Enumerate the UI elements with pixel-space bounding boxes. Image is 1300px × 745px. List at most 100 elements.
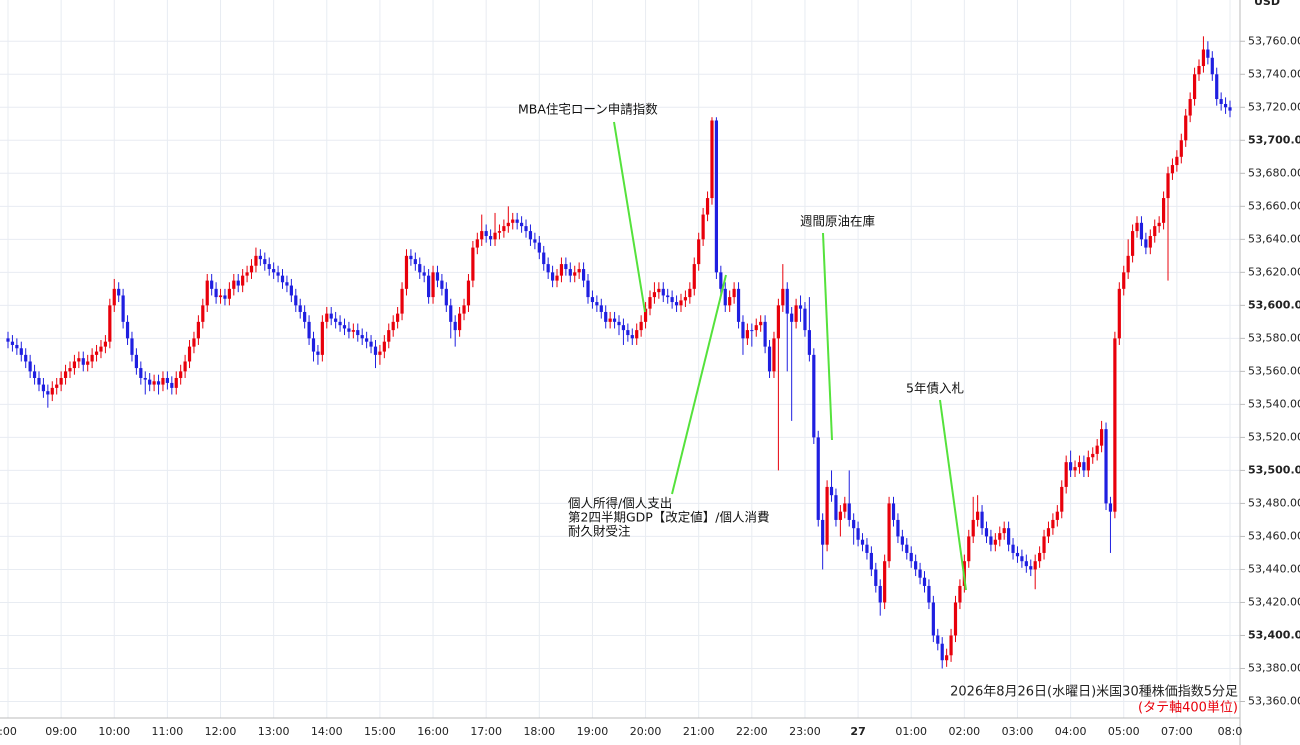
candle-body: [1219, 99, 1223, 104]
candle-body: [1042, 536, 1046, 553]
candle-body: [276, 272, 280, 276]
candle-body: [754, 325, 758, 331]
candle-body: [130, 338, 134, 355]
candle-body: [418, 264, 422, 273]
candle-body: [1038, 552, 1042, 562]
candle-body: [922, 577, 927, 586]
candle-body: [803, 308, 807, 331]
candle-body: [1108, 503, 1113, 512]
candle-body: [728, 297, 732, 306]
x-tick-label: :00: [0, 725, 17, 738]
candle-body: [515, 219, 519, 223]
candle-body: [489, 236, 493, 240]
candle-body: [949, 635, 953, 656]
candle-body: [643, 308, 648, 322]
candle-body: [1122, 272, 1126, 289]
candle-body: [440, 280, 444, 289]
y-tick-label: 53,540.00: [1248, 397, 1300, 410]
candle-body: [701, 214, 705, 240]
candle-body: [914, 561, 918, 570]
candle-body: [41, 384, 46, 392]
x-tick-label: 10:00: [98, 725, 130, 738]
candle-body: [1130, 231, 1135, 256]
candle-body: [834, 495, 838, 520]
candle-body: [940, 643, 944, 661]
y-tick-label: 53,480.00: [1248, 496, 1300, 509]
candle-body: [586, 280, 590, 298]
candle-body: [77, 358, 81, 362]
candle-body: [573, 272, 577, 276]
candle-body: [980, 511, 984, 529]
annotation-line: [822, 232, 833, 441]
candle-body: [143, 377, 147, 380]
x-tick-label: 12:00: [205, 725, 237, 738]
footnote-note: (タテ軸400単位): [1138, 700, 1238, 716]
candle-body: [289, 285, 293, 296]
candle-body: [369, 341, 373, 347]
candle-body: [347, 328, 351, 332]
candle-body: [263, 259, 267, 265]
candle-body: [121, 295, 125, 322]
candle-body: [909, 552, 913, 562]
candle-body: [931, 602, 935, 636]
candle-body: [971, 519, 975, 537]
candle-body: [657, 288, 661, 293]
candle-body: [6, 338, 10, 342]
y-tick-label: 53,380.00: [1248, 661, 1300, 674]
annotation: 週間原油在庫: [800, 214, 875, 229]
candle-body: [449, 305, 453, 322]
candle-body: [139, 368, 143, 378]
candle-body: [86, 361, 90, 365]
candle-body: [1113, 338, 1117, 512]
candle-body: [148, 379, 152, 385]
y-tick-label: 53,660.00: [1248, 199, 1300, 212]
candle-body: [533, 239, 537, 243]
candle-body: [422, 272, 426, 276]
y-tick-label: 53,400.00: [1248, 628, 1300, 641]
candle-body: [1215, 74, 1219, 100]
y-tick-label: 53,600.00: [1248, 298, 1300, 311]
candle-body: [1188, 99, 1192, 116]
candle-body: [475, 239, 479, 248]
candle-body: [1197, 66, 1201, 75]
candle-body: [683, 297, 688, 301]
candle-body: [15, 344, 19, 349]
candle-body: [555, 275, 559, 281]
candle-body: [1082, 462, 1086, 471]
candle-body: [816, 437, 820, 520]
candle-body: [241, 275, 245, 286]
candle-body: [192, 338, 196, 347]
candle-body: [652, 292, 657, 298]
candle-body: [391, 321, 395, 331]
candle-body: [1055, 511, 1059, 520]
candle-body: [564, 264, 568, 270]
candle-body: [918, 569, 922, 578]
candle-body: [334, 318, 338, 322]
candle-body: [550, 272, 555, 281]
candle-body: [342, 325, 347, 329]
candle-body: [936, 635, 940, 644]
x-tick-label: 03:00: [1002, 725, 1034, 738]
y-tick-label: 53,580.00: [1248, 331, 1300, 344]
candle-body: [635, 330, 639, 339]
candle-body: [1170, 165, 1175, 174]
candle-body: [59, 377, 63, 385]
x-tick-label: 17:00: [470, 725, 502, 738]
candle-body: [590, 297, 595, 303]
candle-body: [661, 288, 665, 296]
candle-body: [559, 264, 564, 276]
candle-body: [759, 321, 763, 326]
candle-body: [378, 351, 382, 355]
candle-body: [10, 341, 15, 345]
candle-body: [90, 354, 94, 362]
annotation: MBA住宅ローン申請指数: [518, 102, 658, 117]
candle-body: [896, 519, 900, 537]
candle-body: [679, 300, 683, 306]
candle-body: [1135, 222, 1139, 232]
candle-body: [772, 338, 776, 372]
candle-body: [1223, 103, 1228, 108]
candle-body: [484, 231, 488, 237]
candle-body: [1117, 288, 1121, 339]
y-tick-label: 53,500.00: [1248, 463, 1300, 476]
candle-body: [612, 318, 617, 322]
